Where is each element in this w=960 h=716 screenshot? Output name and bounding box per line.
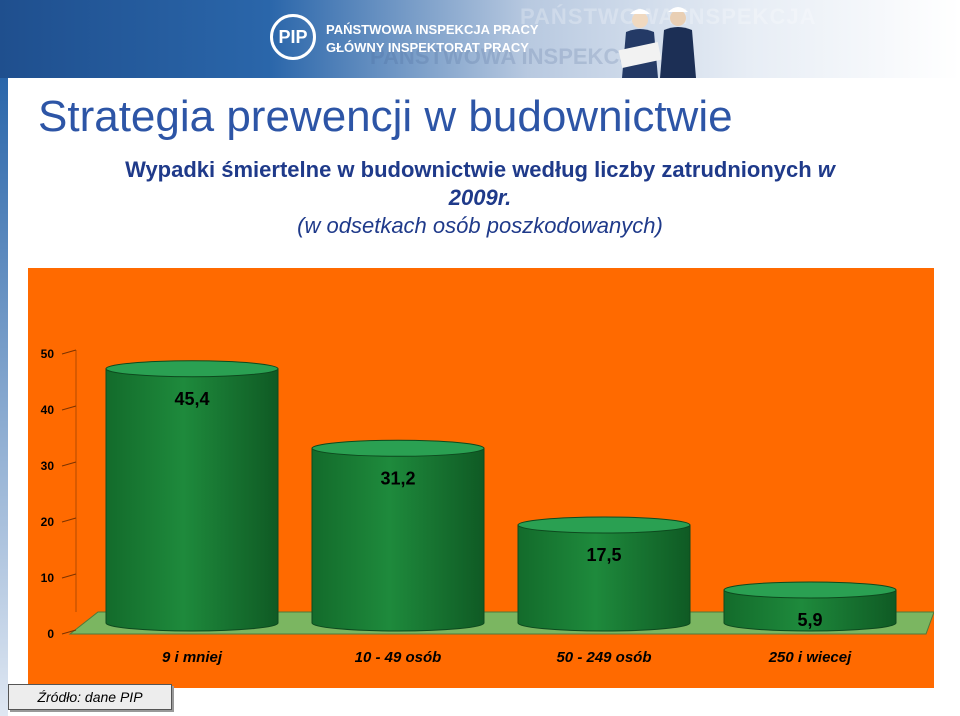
- y-tick-mark: [61, 573, 77, 579]
- bar-top: [311, 439, 485, 457]
- header-banner: PAŃSTWOWA INSPEKCJA PAŃSTWOWA INSPEKCJA …: [0, 0, 960, 78]
- y-tick-mark: [61, 517, 77, 523]
- y-tick-mark: [61, 629, 77, 635]
- source-note: Źródło: dane PIP: [8, 684, 172, 710]
- workers-illustration-icon: [618, 7, 696, 78]
- pip-logo-icon: PIP: [270, 14, 316, 60]
- subtitle-line-1: Wypadki śmiertelne w budownictwie według…: [0, 156, 960, 184]
- y-tick-label: 30: [41, 459, 55, 473]
- page-title: Strategia prewencji w budownictwie: [38, 92, 733, 141]
- subtitle-line-1-tail: w: [817, 157, 835, 182]
- y-tick-mark: [61, 461, 77, 467]
- banner-watermark: PAŃSTWOWA INSPEKCJA: [520, 4, 817, 29]
- bar-top: [105, 360, 279, 378]
- bar-body: [311, 447, 485, 632]
- x-category-label: 10 - 49 osób: [355, 649, 442, 666]
- y-tick-mark: [61, 349, 77, 355]
- side-decoration: [0, 78, 8, 716]
- banner-watermark-2: PAŃSTWOWA INSPEKCJA: [370, 44, 648, 69]
- subtitle-line-3: (w odsetkach osób poszkodowanych): [297, 213, 663, 238]
- x-category-label: 250 i wiecej: [768, 649, 852, 666]
- bar-value-label: 31,2: [380, 468, 415, 488]
- y-tick-mark: [61, 405, 77, 411]
- subtitle-line-2: 2009r.: [448, 185, 512, 210]
- bar-value-label: 5,9: [797, 610, 822, 630]
- org-subname: GŁÓWNY INSPEKTORAT PRACY: [326, 40, 529, 55]
- chart-area: 0 10 20 30 40 50 45,4 9 i mniej 31,2 10 - 49 os…: [28, 268, 934, 688]
- y-tick-label: 10: [41, 571, 55, 585]
- chart-floor: [68, 611, 934, 635]
- chart-subtitle: Wypadki śmiertelne w budownictwie według…: [0, 156, 960, 240]
- org-name: PAŃSTWOWA INSPEKCJA PRACY: [326, 22, 539, 37]
- y-tick-label: 40: [41, 403, 55, 417]
- bar-value-label: 17,5: [586, 545, 621, 565]
- y-tick-label: 50: [41, 347, 55, 361]
- bar-body: [723, 589, 897, 632]
- y-tick-label: 20: [41, 515, 55, 529]
- subtitle-line-1-text: Wypadki śmiertelne w budownictwie według…: [125, 157, 812, 182]
- bar-chart: 0 10 20 30 40 50 45,4 9 i mniej 31,2 10 - 49 os…: [41, 347, 934, 666]
- bar-top: [517, 516, 691, 534]
- y-tick-label: 0: [47, 627, 54, 641]
- bar-body: [105, 368, 279, 632]
- x-category-label: 9 i mniej: [162, 649, 223, 666]
- bar-top: [723, 581, 897, 599]
- bar-value-label: 45,4: [174, 389, 209, 409]
- x-category-label: 50 - 249 osób: [556, 649, 651, 666]
- bar-body: [517, 524, 691, 632]
